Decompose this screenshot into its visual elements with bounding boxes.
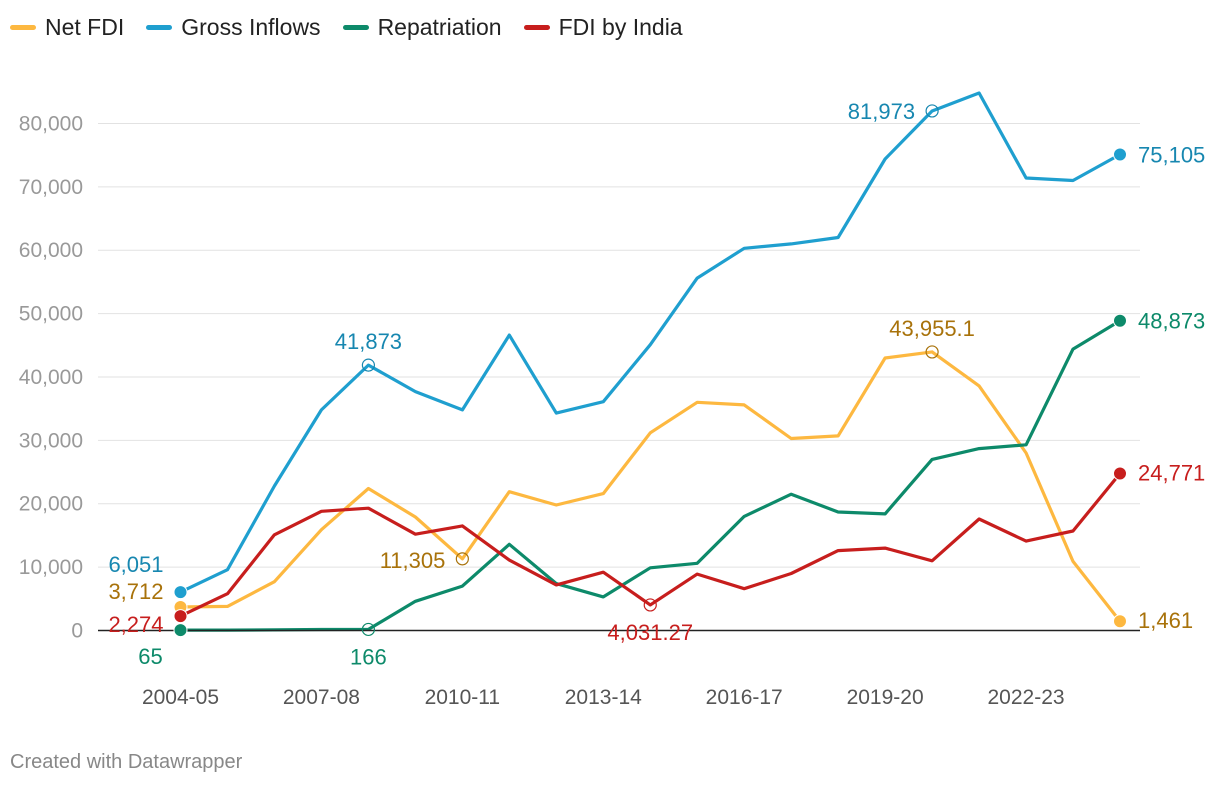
- y-tick-label: 0: [71, 620, 83, 643]
- x-tick-label: 2022-23: [988, 686, 1065, 709]
- y-tick-label: 70,000: [19, 176, 83, 199]
- data-label: 41,873: [335, 329, 402, 354]
- data-label: 24,771: [1138, 461, 1205, 486]
- legend-item: Gross Inflows: [146, 14, 321, 41]
- x-tick-label: 2007-08: [283, 686, 360, 709]
- legend-swatch: [146, 25, 173, 30]
- data-label: 1,461: [1138, 608, 1193, 633]
- x-tick-label: 2013-14: [565, 686, 642, 709]
- data-label: 65: [138, 644, 162, 669]
- legend-swatch: [10, 25, 36, 30]
- y-tick-label: 50,000: [19, 303, 83, 326]
- data-label: 43,955.1: [889, 316, 975, 341]
- y-tick-label: 30,000: [19, 429, 83, 452]
- x-tick-label: 2004-05: [142, 686, 219, 709]
- legend-swatch: [523, 25, 550, 30]
- data-point: [173, 609, 188, 624]
- y-tick-label: 80,000: [19, 112, 83, 135]
- series-line: [178, 91, 1122, 594]
- data-label: 48,873: [1138, 309, 1205, 334]
- series-line: [178, 350, 1122, 623]
- data-point: [1113, 147, 1127, 162]
- legend-label: Gross Inflows: [181, 14, 321, 40]
- series-line: [178, 471, 1122, 618]
- data-label: 75,105: [1138, 142, 1205, 167]
- legend-label: FDI by India: [558, 14, 683, 40]
- data-label: 6,051: [108, 552, 163, 577]
- y-tick-label: 10,000: [19, 556, 83, 579]
- legend: Net FDI Gross Inflows Repatriation FDI by I…: [10, 14, 683, 41]
- footer-credit: Created with Datawrapper: [10, 751, 243, 773]
- series-line: [178, 319, 1122, 632]
- x-tick-label: 2016-17: [706, 686, 783, 709]
- legend-item: Repatriation: [342, 14, 502, 41]
- data-point-open: [361, 358, 375, 372]
- data-label: 166: [350, 644, 387, 669]
- data-label: 11,305: [380, 548, 446, 573]
- legend-swatch: [342, 25, 369, 30]
- legend-label: Net FDI: [45, 14, 125, 40]
- data-point-open: [643, 598, 657, 612]
- data-point: [1113, 614, 1127, 629]
- data-point-open: [455, 552, 469, 566]
- data-point-open: [925, 345, 939, 359]
- data-label: 4,031.27: [607, 620, 693, 645]
- data-point: [1113, 466, 1127, 481]
- y-tick-label: 20,000: [19, 493, 83, 516]
- y-tick-label: 60,000: [19, 239, 83, 262]
- data-label: 81,973: [848, 99, 915, 124]
- data-point-open: [361, 622, 375, 637]
- x-tick-label: 2010-11: [425, 686, 501, 709]
- legend-label: Repatriation: [377, 14, 502, 40]
- data-point: [1113, 313, 1127, 328]
- data-point: [173, 623, 188, 638]
- data-point-open: [925, 104, 939, 118]
- data-label: 3,712: [108, 579, 163, 604]
- legend-item: FDI by India: [523, 14, 683, 41]
- y-tick-label: 40,000: [19, 366, 83, 389]
- legend-item: Net FDI: [10, 14, 124, 41]
- x-tick-label: 2019-20: [847, 686, 924, 709]
- data-point: [173, 585, 188, 600]
- data-label: 2,274: [108, 612, 163, 637]
